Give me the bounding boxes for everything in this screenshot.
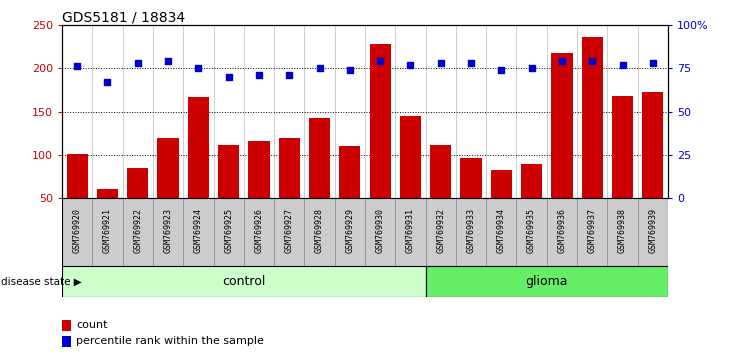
- Bar: [62, 320, 72, 331]
- Text: GSM769924: GSM769924: [194, 208, 203, 253]
- Bar: [642, 92, 664, 198]
- Text: GSM769929: GSM769929: [345, 208, 354, 253]
- Bar: [335, 198, 365, 266]
- Bar: [62, 198, 93, 266]
- Point: [526, 65, 537, 71]
- Bar: [309, 118, 330, 198]
- Point: [283, 72, 295, 78]
- Bar: [461, 158, 482, 198]
- Text: GSM769939: GSM769939: [648, 208, 657, 253]
- Bar: [612, 96, 633, 198]
- Bar: [521, 164, 542, 198]
- Point: [132, 60, 144, 66]
- Bar: [218, 145, 239, 198]
- Bar: [607, 198, 638, 266]
- Bar: [188, 97, 209, 198]
- Text: percentile rank within the sample: percentile rank within the sample: [76, 336, 264, 346]
- Point: [253, 72, 265, 78]
- Text: GSM769920: GSM769920: [73, 208, 82, 253]
- Bar: [304, 198, 335, 266]
- Bar: [274, 198, 304, 266]
- Point: [162, 58, 174, 64]
- Text: GSM769930: GSM769930: [376, 208, 385, 253]
- Bar: [244, 198, 274, 266]
- Point: [223, 74, 234, 80]
- Text: GSM769922: GSM769922: [134, 208, 142, 253]
- Point: [193, 65, 204, 71]
- Text: GDS5181 / 18834: GDS5181 / 18834: [62, 11, 185, 25]
- Bar: [430, 145, 451, 198]
- Bar: [517, 198, 547, 266]
- Point: [404, 62, 416, 68]
- Bar: [153, 198, 183, 266]
- Bar: [456, 198, 486, 266]
- Bar: [97, 189, 118, 198]
- Bar: [158, 137, 179, 198]
- Bar: [214, 198, 244, 266]
- Bar: [339, 146, 361, 198]
- Bar: [577, 198, 607, 266]
- Point: [314, 65, 326, 71]
- Bar: [248, 141, 269, 198]
- Bar: [547, 198, 577, 266]
- Bar: [279, 137, 300, 198]
- Bar: [551, 52, 572, 198]
- Bar: [582, 37, 603, 198]
- Bar: [93, 198, 123, 266]
- Bar: [62, 266, 426, 297]
- Text: GSM769927: GSM769927: [285, 208, 293, 253]
- Bar: [62, 336, 72, 347]
- Bar: [183, 198, 214, 266]
- Text: GSM769926: GSM769926: [255, 208, 264, 253]
- Point: [617, 62, 629, 68]
- Bar: [426, 266, 668, 297]
- Point: [647, 60, 658, 66]
- Bar: [365, 198, 396, 266]
- Point: [465, 60, 477, 66]
- Text: GSM769933: GSM769933: [466, 208, 475, 253]
- Point: [435, 60, 447, 66]
- Text: GSM769925: GSM769925: [224, 208, 233, 253]
- Text: GSM769928: GSM769928: [315, 208, 324, 253]
- Text: GSM769938: GSM769938: [618, 208, 627, 253]
- Text: GSM769935: GSM769935: [527, 208, 536, 253]
- Bar: [123, 198, 153, 266]
- Bar: [638, 198, 668, 266]
- Text: count: count: [76, 320, 107, 330]
- Bar: [127, 168, 148, 198]
- Text: control: control: [222, 275, 266, 288]
- Point: [374, 58, 386, 64]
- Text: GSM769937: GSM769937: [588, 208, 596, 253]
- Point: [72, 64, 83, 69]
- Text: glioma: glioma: [526, 275, 568, 288]
- Bar: [369, 44, 391, 198]
- Bar: [400, 116, 421, 198]
- Bar: [491, 171, 512, 198]
- Bar: [396, 198, 426, 266]
- Text: GSM769931: GSM769931: [406, 208, 415, 253]
- Text: disease state ▶: disease state ▶: [1, 276, 82, 286]
- Text: GSM769921: GSM769921: [103, 208, 112, 253]
- Point: [344, 67, 356, 73]
- Text: GSM769923: GSM769923: [164, 208, 172, 253]
- Text: GSM769932: GSM769932: [437, 208, 445, 253]
- Bar: [486, 198, 517, 266]
- Point: [586, 58, 598, 64]
- Point: [101, 79, 113, 85]
- Point: [496, 67, 507, 73]
- Bar: [66, 154, 88, 198]
- Bar: [426, 198, 456, 266]
- Point: [556, 58, 568, 64]
- Text: GSM769936: GSM769936: [558, 208, 566, 253]
- Text: GSM769934: GSM769934: [497, 208, 506, 253]
